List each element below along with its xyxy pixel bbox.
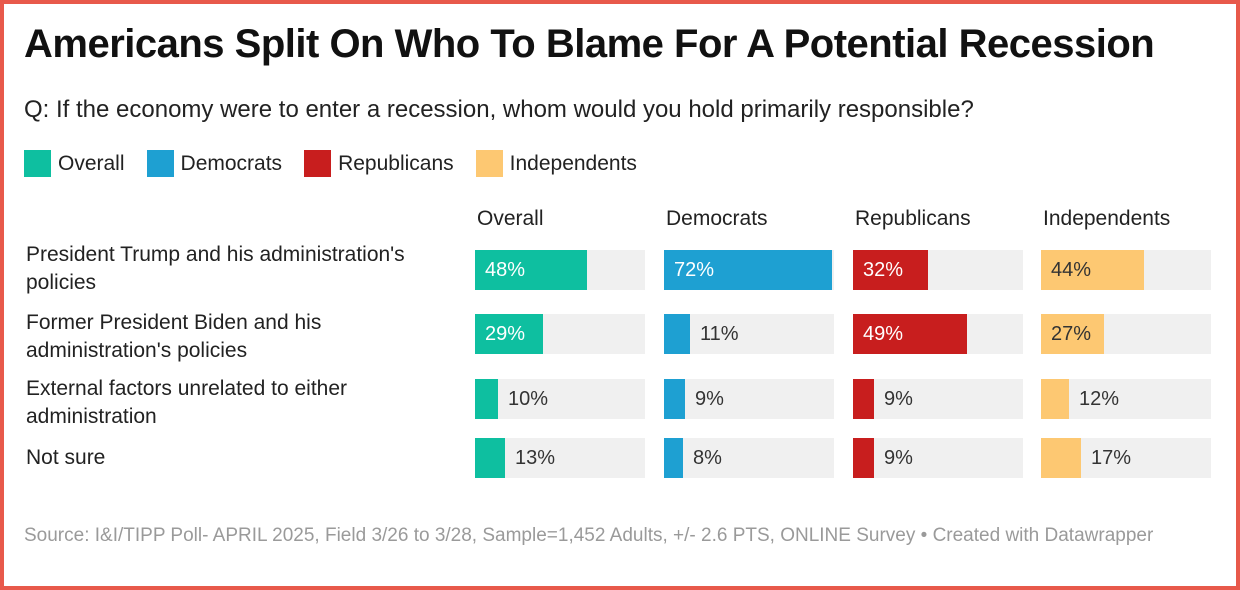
bar-track: 17%: [1041, 438, 1211, 478]
legend-label: Republicans: [338, 151, 454, 175]
chart-subtitle: Q: If the economy were to enter a recess…: [24, 96, 974, 123]
value-label: 49%: [863, 323, 904, 345]
bar: [475, 379, 498, 419]
legend-label: Overall: [58, 151, 125, 175]
source-note: Source: I&I/TIPP Poll- APRIL 2025, Field…: [24, 525, 1154, 546]
column-header: Republicans: [855, 207, 971, 230]
row-label: Not sure: [26, 446, 106, 469]
legend-label: Democrats: [180, 151, 283, 175]
value-label: 10%: [508, 388, 549, 410]
bar: [853, 379, 874, 419]
value-label: 12%: [1079, 388, 1120, 410]
legend-swatch: [304, 150, 332, 177]
bar-track: 9%: [853, 438, 1023, 478]
row-label: External factors unrelated to either adm…: [26, 377, 348, 428]
bar: [475, 314, 543, 354]
bar-track: 44%: [1041, 250, 1211, 290]
value-label: 13%: [515, 447, 556, 469]
legend-swatch: [24, 150, 51, 177]
bar-track: 12%: [1041, 379, 1211, 419]
row-label: Former President Biden and his administr…: [26, 311, 322, 362]
bar: [664, 314, 690, 354]
value-label: 44%: [1051, 259, 1092, 281]
legend-item: Democrats: [146, 150, 283, 177]
value-label: 72%: [674, 259, 715, 281]
bar-track: 72%: [664, 250, 834, 290]
chart-title: Americans Split On Who To Blame For A Po…: [24, 22, 1155, 66]
legend-item: Republicans: [304, 150, 454, 177]
bar: [664, 438, 683, 478]
value-label: 48%: [485, 259, 526, 281]
value-label: 9%: [695, 388, 724, 410]
legend-item: Independents: [475, 150, 637, 177]
bar: [853, 438, 874, 478]
value-label: 8%: [693, 447, 722, 469]
legend-swatch: [475, 150, 503, 177]
bar: [475, 438, 505, 478]
column-header: Independents: [1043, 207, 1171, 230]
bar-track: 32%: [853, 250, 1023, 290]
value-label: 9%: [884, 447, 913, 469]
value-label: 29%: [485, 323, 526, 345]
bar-track: 29%: [475, 314, 645, 354]
legend-item: Overall: [24, 150, 125, 177]
bar-track: 13%: [475, 438, 645, 478]
bar: [853, 314, 967, 354]
bar: [1041, 379, 1069, 419]
bar-track: 10%: [475, 379, 645, 419]
bar: [664, 379, 685, 419]
bar-track: 27%: [1041, 314, 1211, 354]
bar-track: 8%: [664, 438, 834, 478]
bar: [1041, 250, 1144, 290]
bar: [1041, 314, 1104, 354]
column-header: Democrats: [666, 207, 768, 230]
bar-track: 48%: [475, 250, 645, 290]
row-label: President Trump and his administration's…: [26, 243, 405, 294]
bar: [664, 250, 832, 290]
legend-label: Independents: [509, 151, 637, 175]
value-label: 17%: [1091, 447, 1132, 469]
bar: [1041, 438, 1081, 478]
column-header: Overall: [477, 207, 544, 230]
bar-track: 49%: [853, 314, 1023, 354]
bar-track: 9%: [664, 379, 834, 419]
legend-swatch: [146, 150, 174, 177]
value-label: 32%: [863, 259, 904, 281]
legend: Overall Democrats Republicans Independents: [24, 150, 659, 177]
bar: [475, 250, 587, 290]
value-label: 11%: [700, 323, 739, 345]
value-label: 27%: [1051, 323, 1092, 345]
bar: [853, 250, 928, 290]
value-label: 9%: [884, 388, 913, 410]
bar-track: 11%: [664, 314, 834, 354]
bar-track: 9%: [853, 379, 1023, 419]
